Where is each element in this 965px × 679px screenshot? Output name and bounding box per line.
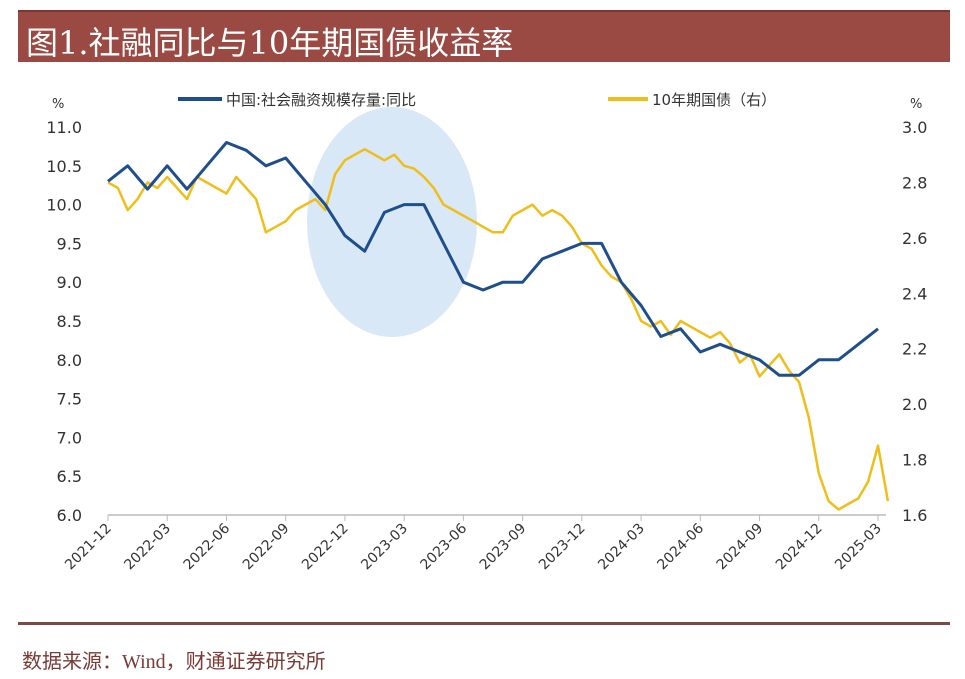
y-right-tick-label: 2.4: [902, 284, 927, 303]
x-tick-label: 2023-09: [477, 521, 530, 574]
y-left-tick-label: 9.0: [57, 273, 82, 292]
x-tick-label: 2024-03: [595, 521, 648, 574]
x-tick-label: 2022-09: [240, 521, 293, 574]
chart-svg: 2021-12 2022-03 2022-06 2022-09 2022-12 2023-…: [46, 91, 927, 574]
y-right-tick-label: 2.6: [902, 229, 927, 248]
chart-title: 图1.社融同比与10年期国债收益率: [26, 24, 514, 62]
legend-label-bond: 10年期国债（右）: [652, 91, 776, 109]
y-right-tick-label: 2.2: [902, 340, 927, 359]
x-tick-label: 2022-03: [121, 521, 174, 574]
x-tick-label: 2023-12: [536, 521, 589, 574]
x-tick-label: 2024-06: [654, 520, 707, 573]
x-tick-label: 2023-03: [358, 521, 411, 574]
x-tick-label: 2023-06: [418, 520, 471, 573]
y-left-tick-label: 6.5: [57, 467, 82, 486]
legend-label-tsf: 中国:社会融资规模存量:同比: [226, 91, 416, 109]
highlight-ellipse: [307, 107, 477, 337]
y-left-tick-label: 9.5: [57, 234, 82, 253]
y-right-tick-label: 1.8: [902, 451, 927, 470]
y-left-tick-label: 11.0: [46, 118, 82, 137]
y-left-tick-label: 7.5: [57, 390, 82, 409]
y-right-tick-label: 2.0: [902, 395, 927, 414]
x-tick-label: 2021-12: [62, 521, 115, 574]
x-tick-label: 2024-09: [714, 521, 767, 574]
x-tick-label: 2022-06: [181, 520, 234, 573]
y-left-tick-label: 10.0: [46, 196, 82, 215]
y-left-tick-label: 7.0: [57, 428, 82, 447]
y-right-unit: %: [910, 97, 922, 112]
source-note: 数据来源：Wind，财通证券研究所: [22, 651, 326, 673]
x-tick-label: 2024-12: [773, 521, 826, 574]
divider: [18, 622, 950, 625]
series-line-tsf-growth: [107, 141, 879, 377]
y-left-tick-label: 8.0: [57, 351, 82, 370]
title-bar: 图1.社融同比与10年期国债收益率: [18, 10, 950, 62]
y-right-tick-label: 1.6: [902, 506, 927, 525]
y-left-tick-label: 6.0: [57, 506, 82, 525]
y-left-unit: %: [52, 97, 64, 112]
series-line-10y-bond: [107, 147, 890, 511]
x-tick-label: 2022-12: [299, 521, 352, 574]
y-left-tick-label: 10.5: [46, 157, 82, 176]
y-right-tick-label: 2.8: [902, 173, 927, 192]
y-left-tick-label: 8.5: [57, 312, 82, 331]
x-tick-label: 2025-03: [832, 521, 885, 574]
y-right-tick-label: 3.0: [902, 118, 927, 137]
